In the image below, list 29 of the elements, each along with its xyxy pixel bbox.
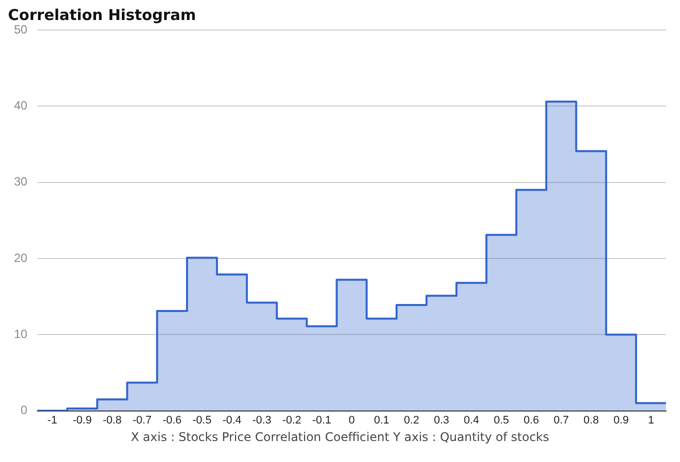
x-tick-label: 0.3 xyxy=(434,414,450,426)
x-tick-label: -0.2 xyxy=(282,414,302,426)
x-tick-label: -0.5 xyxy=(192,414,212,426)
y-tick-label: 50 xyxy=(14,22,28,36)
y-tick-label: 30 xyxy=(14,174,28,189)
x-tick-label: 0.8 xyxy=(584,414,599,426)
chart-title: Correlation Histogram xyxy=(8,6,196,24)
x-tick-label: 1 xyxy=(648,414,654,426)
x-tick-label: 0.9 xyxy=(613,414,629,426)
x-tick-label: 0.4 xyxy=(464,414,480,426)
x-tick-label: -0.8 xyxy=(102,414,122,426)
x-tick-label: -0.3 xyxy=(252,414,272,426)
x-tick-label: -0.1 xyxy=(312,414,332,426)
x-tick-label: 0 xyxy=(348,414,355,426)
x-axis-title: X axis : Stocks Price Correlation Coefficient Y axis : Quantity of stocks xyxy=(130,430,550,444)
x-tick-label: -1 xyxy=(47,414,58,426)
x-tick-label: 0.7 xyxy=(554,414,569,426)
x-tick-label: 0.6 xyxy=(524,414,539,426)
y-tick-label: 10 xyxy=(14,326,28,341)
x-tick-label: 0.5 xyxy=(494,414,509,426)
x-tick-label: -0.9 xyxy=(72,414,92,426)
x-tick-label: -0.6 xyxy=(162,414,182,426)
x-tick-label: 0.1 xyxy=(374,414,390,426)
y-tick-label: 20 xyxy=(14,250,28,265)
y-tick-label: 40 xyxy=(14,98,28,112)
x-tick-label: -0.7 xyxy=(132,414,152,426)
x-tick-label: -0.4 xyxy=(222,414,242,426)
y-tick-label: 0 xyxy=(20,403,28,418)
x-tick-label: 0.2 xyxy=(404,414,420,426)
